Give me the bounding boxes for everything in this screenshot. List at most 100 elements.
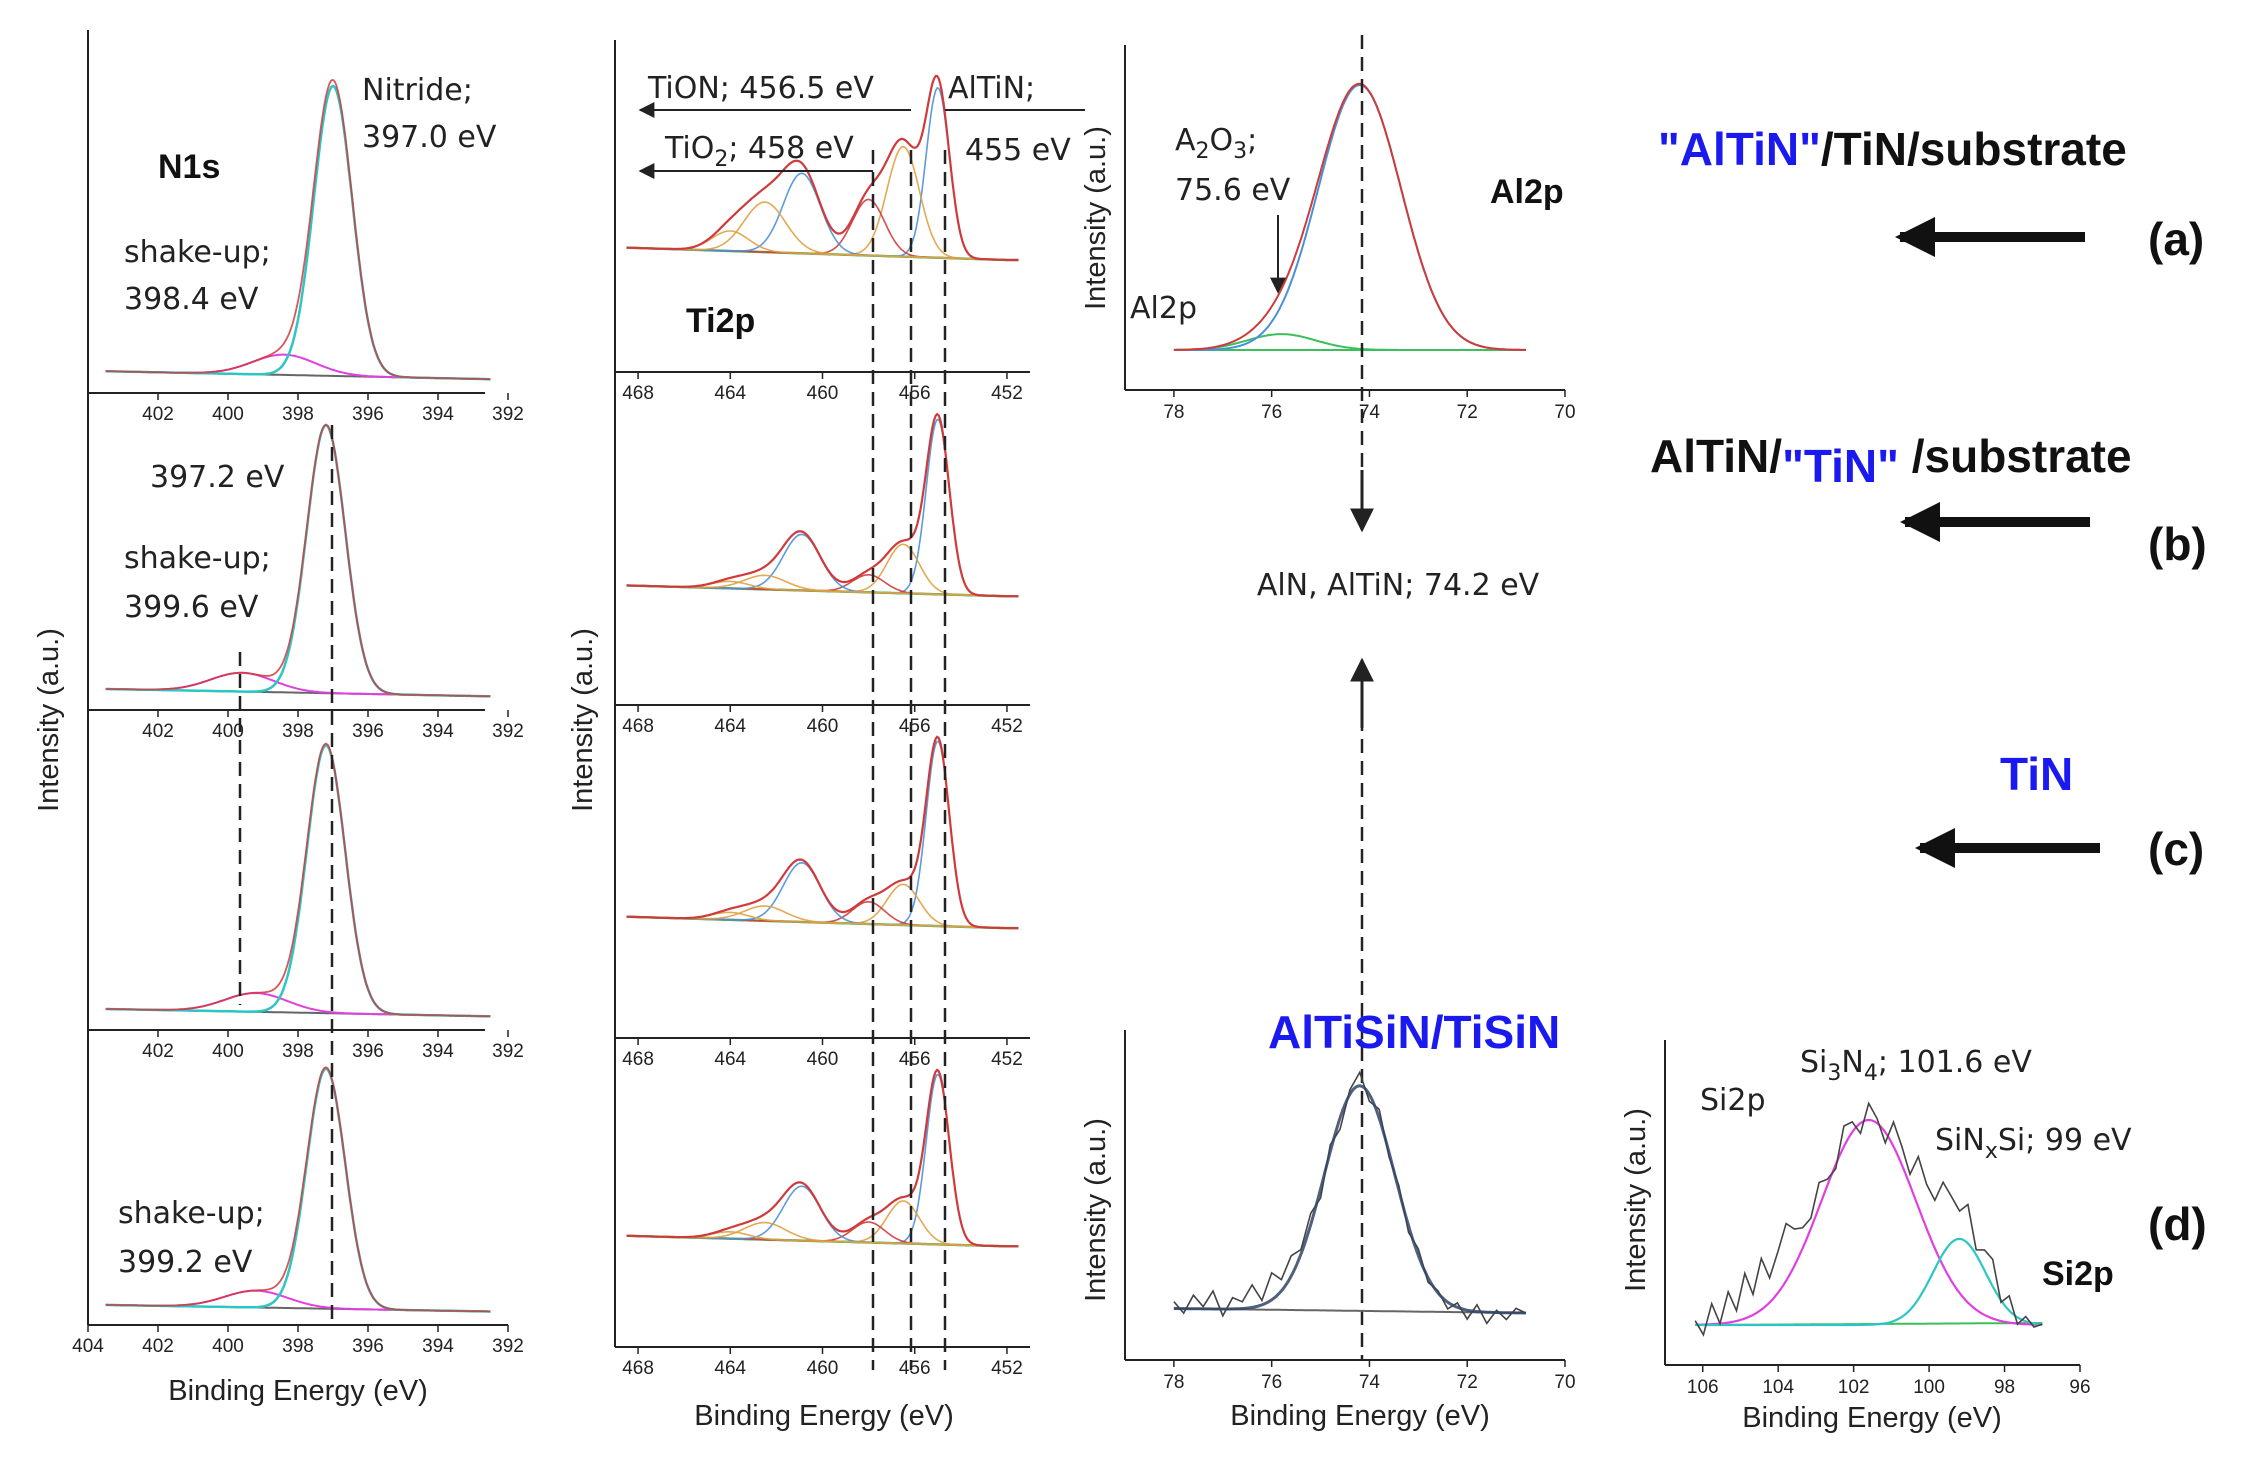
arrow-b-head — [1900, 502, 1940, 542]
ti2p-tion-label: TiON; 456.5 eV — [647, 71, 874, 106]
al2p-a-al2o3-semi: ; — [1247, 123, 1257, 158]
n1s-a-tick-label-396: 396 — [352, 404, 384, 425]
ti2p-a-component-3 — [626, 172, 1019, 261]
si2p-xlabel: Binding Energy (eV) — [1742, 1402, 2002, 1434]
n1s-c-tick-label-400: 400 — [212, 1041, 244, 1062]
ti2p-c-tick-label-464: 464 — [714, 1049, 746, 1070]
n1s-a-shakeup-label: shake-up; — [124, 235, 271, 270]
al2p-a-tick-label-74: 74 — [1359, 402, 1381, 423]
ti2p-altin-label: AlTiN; — [948, 71, 1035, 106]
n1s-d-tick-label-400: 400 — [212, 1336, 244, 1357]
ti2p-tio2-label: TiO2; 458 eV — [664, 131, 854, 172]
ti2p-title: Ti2p — [686, 302, 755, 340]
n1s-d-tick-label-394: 394 — [422, 1336, 454, 1357]
al2p-a-al2o3-value: 75.6 eV — [1175, 173, 1291, 208]
ti2p-curves — [626, 74, 1019, 1248]
ti2p-c-tick-label-460: 460 — [807, 1049, 839, 1070]
n1s-a-tick-label-394: 394 — [422, 404, 454, 425]
si2p-si3n4-Si: Si — [1800, 1045, 1827, 1080]
n1s-a-tick-label-392: 392 — [492, 404, 524, 425]
ti2p-b-tick-label-452: 452 — [991, 716, 1023, 737]
n1s-a-nitride-label: Nitride; — [362, 73, 473, 108]
n1s-b-shakeup-label: shake-up; — [124, 541, 271, 576]
ti2p-b-envelope — [626, 412, 1019, 598]
al2p-a-title: Al2p — [1490, 173, 1564, 211]
ti2p-a-envelope — [626, 74, 1019, 262]
al2p-a-curves — [1173, 82, 1526, 351]
al2p-d-tick-label-78: 78 — [1163, 1372, 1184, 1393]
label-b-letter: (b) — [2148, 518, 2207, 570]
al2p-d-xlabel: Binding Energy (eV) — [1230, 1400, 1490, 1432]
al2p-d-tick-label-74: 74 — [1359, 1372, 1381, 1393]
ti2p-d-tick-label-452: 452 — [991, 1358, 1023, 1379]
label-c-letter: (c) — [2148, 823, 2204, 875]
si2p-si3n4-sub3: 3 — [1827, 1061, 1841, 1086]
n1s-d-shakeup-value: 399.2 eV — [118, 1245, 253, 1280]
al2p-a-ylabel: Intensity (a.u.) — [1080, 126, 1112, 310]
n1s-d-tick-label-398: 398 — [282, 1336, 314, 1357]
al2p-d-ylabel: Intensity (a.u.) — [1080, 1118, 1112, 1302]
ti2p-tio2-val: ; 458 eV — [728, 131, 854, 166]
n1s-c-envelope — [105, 742, 491, 1018]
ti2p-b-tick-label-468: 468 — [622, 716, 654, 737]
n1s-xlabel: Binding Energy (eV) — [168, 1375, 428, 1407]
ti2p-a-tick-label-460: 460 — [807, 383, 839, 404]
al-peak-label: AlN, AlTiN; 74.2 eV — [1257, 568, 1540, 603]
ti2p-c-tick-label-468: 468 — [622, 1049, 654, 1070]
ti2p-altin-value: 455 eV — [965, 133, 1071, 168]
ti2p-b-tick-label-464: 464 — [714, 716, 746, 737]
n1s-c-nitride-component — [105, 743, 491, 1018]
n1s-ticks: 402 400 398 396 394 392 402 400 398 396 394 392 402 4… — [72, 393, 524, 1357]
n1s-d-tick-label-402: 402 — [142, 1336, 174, 1357]
al2p-a-envelope — [1173, 82, 1526, 351]
al2p-a-tick-label-78: 78 — [1163, 402, 1184, 423]
al2p-a-al2o3-component — [1173, 333, 1526, 351]
al2p-d-fit — [1173, 1084, 1526, 1315]
label-b-black1: AlTiN/ — [1650, 430, 1782, 482]
n1s-a-shakeup-value: 398.4 eV — [124, 282, 259, 317]
n1s-d-tick-label-404: 404 — [72, 1336, 104, 1357]
n1s-ylabel: Intensity (a.u.) — [33, 628, 65, 812]
si2p-title: Si2p — [2042, 1255, 2114, 1293]
legend-labels: "AlTiN"/TiN/substrate (a) AlTiN/"TiN" /s… — [1268, 123, 2207, 1250]
n1s-b-tick-label-400: 400 — [212, 721, 244, 742]
si2p-sinxsi-base: SiN — [1935, 1123, 1985, 1158]
si2p-ylabel: Intensity (a.u.) — [1620, 1108, 1652, 1292]
label-a-blue: "AlTiN" — [1658, 123, 1821, 175]
ti2p-c-envelope — [626, 735, 1019, 930]
al-dash-gap — [1347, 520, 1377, 680]
ti2p-tio2-sub: 2 — [714, 147, 728, 172]
si2p-sinxsi-label: SiNxSi; 99 eV — [1935, 1123, 2132, 1164]
ti2p-b-tick-label-460: 460 — [807, 716, 839, 737]
ti2p-ticks: 468 464 460 456 452 468 464 460 456 452 468 464 460 4… — [622, 372, 1023, 1379]
label-d-title: AlTiSiN/TiSiN — [1268, 1006, 1560, 1058]
ti2p-d-tick-label-456: 456 — [899, 1358, 931, 1379]
ti2p-c-tick-label-456: 456 — [899, 1049, 931, 1070]
si2p-tick-label-98: 98 — [1994, 1377, 2015, 1398]
n1s-column: 402 400 398 396 394 392 402 400 398 396 394 392 402 4… — [33, 30, 524, 1407]
n1s-d-tick-label-396: 396 — [352, 1336, 384, 1357]
ti2p-d-component-4 — [626, 1221, 1019, 1248]
label-b-black2: /substrate — [1899, 430, 2132, 482]
label-d-letter: (d) — [2148, 1198, 2207, 1250]
n1s-c-tick-label-394: 394 — [422, 1041, 454, 1062]
n1s-d-tick-label-392: 392 — [492, 1336, 524, 1357]
si2p-ticks: 106 104 102 100 98 96 — [1687, 1365, 2091, 1398]
n1s-b-tick-label-394: 394 — [422, 721, 454, 742]
n1s-a-envelope — [105, 78, 491, 381]
n1s-a-tick-label-402: 402 — [142, 404, 174, 425]
ti2p-a-tick-label-468: 468 — [622, 383, 654, 404]
al2p-d-tick-label-76: 76 — [1261, 1372, 1282, 1393]
si2p-si3n4-label: Si3N4; 101.6 eV — [1800, 1045, 2032, 1086]
si2p-tick-label-106: 106 — [1687, 1377, 1719, 1398]
al2p-d-tick-label-70: 70 — [1554, 1372, 1575, 1393]
n1s-b-tick-label-398: 398 — [282, 721, 314, 742]
label-b-title: AlTiN/"TiN" /substrate — [1650, 430, 2132, 492]
n1s-curves — [105, 78, 491, 1313]
ti2p-b-tick-label-456: 456 — [899, 716, 931, 737]
al2p-a-al2o3-label: A2O3; — [1175, 123, 1257, 164]
ti2p-ylabel: Intensity (a.u.) — [567, 628, 599, 812]
arrow-a-head — [1895, 217, 1935, 257]
label-c-title: TiN — [2000, 748, 2073, 800]
